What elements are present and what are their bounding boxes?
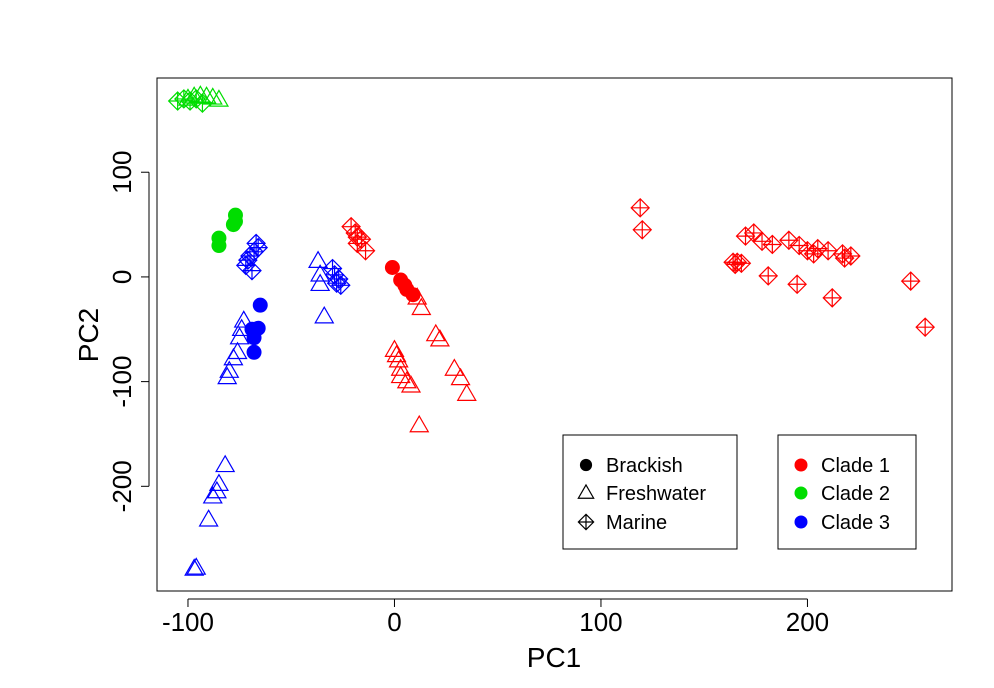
data-point: [762, 234, 783, 255]
y-tick-label: -200: [107, 460, 137, 512]
data-point: [248, 237, 269, 258]
data-point: [818, 240, 838, 261]
legend-label-clade-2: Clade 2: [821, 483, 890, 505]
data-point: [242, 260, 262, 281]
data-point: [202, 486, 223, 504]
data-point: [384, 259, 400, 275]
data-point: [758, 266, 779, 286]
legend-mark-clade-3: [794, 515, 808, 529]
data-point: [252, 297, 268, 313]
data-point: [227, 207, 243, 223]
plot-frame: [156, 77, 953, 592]
data-point: [900, 271, 921, 291]
data-point: [390, 358, 411, 376]
data-point: [314, 305, 335, 324]
data-point: [915, 317, 936, 338]
data-point: [752, 231, 772, 252]
data-point: [229, 326, 250, 345]
data-points: [167, 85, 936, 576]
y-axis-title: PC2: [73, 308, 104, 362]
data-point: [246, 344, 262, 360]
legend-label-marine: Marine: [606, 512, 667, 534]
data-point: [198, 509, 219, 527]
data-point: [310, 264, 331, 282]
legend-mark-marine: [577, 513, 595, 531]
legend-label-freshwater: Freshwater: [606, 483, 706, 505]
y-tick-label: -100: [107, 356, 137, 408]
data-point: [192, 93, 213, 113]
data-point: [425, 323, 446, 342]
data-point: [308, 250, 329, 268]
data-point: [215, 454, 236, 473]
data-point: [743, 223, 764, 243]
habitat-legend: Brackish Freshwater Marine: [562, 434, 738, 550]
habitat-legend-marks: [577, 458, 595, 531]
data-point: [822, 288, 843, 308]
data-point: [184, 558, 205, 576]
data-point: [202, 87, 223, 105]
data-point: [233, 310, 254, 328]
data-point: [832, 244, 853, 264]
data-point: [388, 349, 409, 368]
x-axis-title: PC1: [527, 642, 581, 673]
data-point: [223, 347, 244, 366]
data-point: [731, 253, 752, 274]
clade-legend: Clade 1 Clade 2 Clade 3: [777, 434, 917, 550]
data-point: [310, 273, 331, 292]
legend-label-clade-3: Clade 3: [821, 512, 890, 534]
data-point: [411, 297, 432, 316]
legend-mark-brackish: [579, 458, 593, 472]
clade-legend-marks: [794, 458, 808, 529]
y-axis: -200 -100 0 100: [107, 151, 150, 512]
data-point: [396, 370, 417, 389]
data-point: [450, 367, 471, 386]
data-point: [630, 197, 651, 218]
x-tick-label: -100: [162, 607, 214, 637]
data-point: [400, 375, 422, 393]
data-point: [211, 230, 227, 246]
data-point: [444, 358, 465, 376]
data-point: [456, 383, 477, 401]
data-point: [409, 414, 430, 433]
data-point: [735, 226, 756, 246]
data-point: [407, 287, 428, 305]
legend-label-clade-1: Clade 1: [821, 455, 890, 477]
data-point: [355, 240, 376, 261]
data-point: [386, 344, 407, 363]
data-point: [217, 366, 238, 385]
data-point: [787, 274, 807, 295]
legend-mark-freshwater: [577, 483, 595, 499]
data-point: [208, 89, 230, 107]
habitat-legend-box: [562, 434, 738, 550]
data-point: [384, 339, 405, 357]
data-point: [208, 473, 230, 491]
clade-legend-box: [777, 434, 917, 550]
data-point: [429, 329, 450, 347]
data-point: [840, 246, 861, 266]
y-tick-label: 100: [107, 151, 137, 194]
data-point: [632, 219, 653, 240]
data-point: [330, 275, 351, 296]
data-point: [326, 273, 347, 294]
x-tick-label: 100: [579, 607, 622, 637]
legend-mark-clade-2: [794, 486, 808, 500]
legend-label-brackish: Brackish: [606, 455, 683, 477]
data-point: [219, 360, 240, 378]
x-axis: -100 0 100 200: [162, 598, 829, 637]
x-tick-label: 0: [387, 607, 401, 637]
data-point: [231, 318, 252, 337]
x-tick-label: 200: [786, 607, 829, 637]
legend-mark-clade-1: [794, 458, 808, 472]
data-point: [206, 480, 227, 499]
y-tick-label: 0: [107, 270, 137, 284]
data-point: [186, 557, 207, 575]
